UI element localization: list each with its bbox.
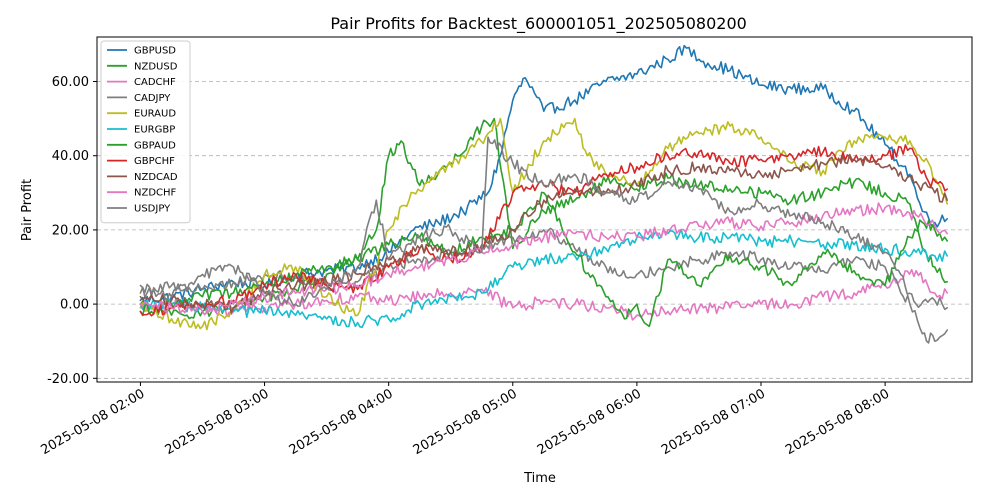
y-tick-label-1: 0.00 — [60, 298, 89, 313]
series-lines — [139, 44, 948, 344]
x-tick-label-5: 2025-05-08 07:00 — [659, 386, 768, 458]
legend-label-cadjpy: CADJPY — [134, 93, 171, 104]
series-line-nzdusd — [139, 117, 948, 320]
plot-frame — [96, 36, 973, 383]
legend-label-euraud: EURAUD — [134, 109, 176, 120]
legend-label-nzdchf: NZDCHF — [134, 188, 177, 199]
chart-title: Pair Profits for Backtest_600001051_2025… — [330, 14, 746, 34]
y-tick-label-0: -20.00 — [47, 372, 89, 387]
legend-label-nzdcad: NZDCAD — [134, 172, 178, 183]
x-tick-label-4: 2025-05-08 06:00 — [535, 386, 644, 458]
x-axis-label: Time — [523, 471, 556, 486]
x-tick-label-1: 2025-05-08 03:00 — [163, 386, 272, 458]
grid-lines — [97, 81, 972, 379]
x-tick-label-3: 2025-05-08 05:00 — [411, 386, 520, 458]
series-line-euraud — [139, 117, 948, 331]
legend-box — [100, 40, 191, 224]
legend-label-eurgbp: EURGBP — [134, 125, 175, 136]
y-tick-label-3: 40.00 — [52, 149, 89, 164]
legend-label-gbpchf: GBPCHF — [134, 156, 175, 167]
legend-label-gbpusd: GBPUSD — [134, 46, 176, 57]
legend-label-cadchf: CADCHF — [134, 77, 176, 88]
x-tick-label-6: 2025-05-08 08:00 — [783, 386, 892, 458]
legend-label-usdjpy: USDJPY — [134, 204, 171, 215]
legend-label-gbpaud: GBPAUD — [134, 140, 176, 151]
series-line-nzdcad — [139, 153, 948, 314]
series-line-gbpaud — [139, 191, 948, 328]
series-line-eurgbp — [139, 228, 948, 329]
y-axis-ticks: -20.00 0.00 20.00 40.00 60.00 — [47, 75, 97, 387]
y-axis-label: Pair Profit — [20, 179, 35, 241]
series-line-cadchf — [139, 268, 948, 321]
x-tick-label-2: 2025-05-08 04:00 — [287, 386, 396, 458]
series-line-usdjpy — [139, 136, 948, 311]
legend: GBPUSD NZDUSD CADCHF CADJPY EURAUD EURGBP GBPA… — [100, 40, 191, 224]
series-line-gbpusd — [139, 44, 948, 305]
x-tick-label-0: 2025-05-08 02:00 — [38, 386, 147, 458]
legend-label-nzdusd: NZDUSD — [134, 61, 178, 72]
y-tick-label-2: 20.00 — [52, 223, 89, 238]
y-tick-label-4: 60.00 — [52, 75, 89, 90]
x-axis-ticks: 2025-05-08 02:00 2025-05-08 03:00 2025-05-… — [38, 382, 892, 458]
